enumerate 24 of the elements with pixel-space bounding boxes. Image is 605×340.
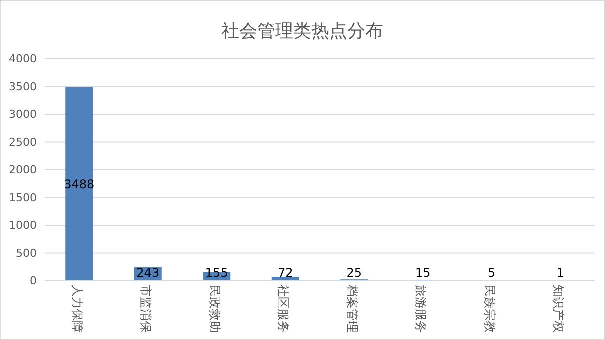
x-tick-label: 民族宗教 — [482, 285, 497, 333]
y-tick-label: 2000 — [9, 164, 37, 177]
y-tick-label: 500 — [16, 246, 37, 260]
chart-title: 社会管理类热点分布 — [222, 21, 384, 42]
x-tick-label: 旅游服务 — [414, 285, 428, 333]
data-label: 72 — [278, 266, 294, 280]
x-tick-label: 社区服务 — [276, 285, 291, 333]
data-label: 243 — [136, 266, 160, 280]
x-tick-label: 市监消保 — [139, 285, 154, 333]
x-tick-label: 民政救助 — [208, 285, 222, 333]
y-tick-label: 2500 — [9, 136, 37, 149]
y-tick-label: 0 — [30, 274, 37, 288]
data-label: 15 — [415, 266, 431, 280]
data-label: 25 — [346, 266, 362, 280]
y-tick-label: 3000 — [9, 108, 37, 122]
x-tick-label: 档案管理 — [345, 284, 360, 333]
y-tick-label: 4000 — [9, 52, 37, 66]
data-label: 1 — [556, 266, 564, 280]
data-label: 5 — [488, 266, 496, 280]
y-tick-label: 1000 — [9, 219, 37, 232]
x-tick-label: 人力保障 — [70, 285, 84, 333]
x-tick-label: 知识产权 — [552, 285, 566, 333]
y-tick-label: 3500 — [9, 80, 37, 94]
y-tick-label: 1500 — [9, 191, 37, 204]
